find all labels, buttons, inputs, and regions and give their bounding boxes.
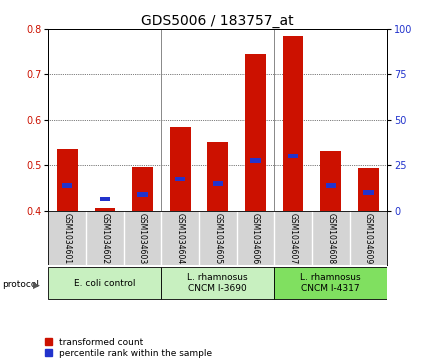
Bar: [283, 36, 304, 211]
FancyBboxPatch shape: [274, 267, 387, 299]
Legend: transformed count, percentile rank within the sample: transformed count, percentile rank withi…: [44, 337, 213, 359]
Bar: [100, 197, 110, 201]
Bar: [207, 142, 228, 211]
Text: L. rhamnosus
CNCM I-3690: L. rhamnosus CNCM I-3690: [187, 273, 248, 293]
Bar: [132, 167, 153, 211]
Bar: [245, 54, 266, 211]
Bar: [320, 151, 341, 211]
Bar: [95, 208, 115, 211]
Bar: [250, 158, 260, 163]
Text: E. coli control: E. coli control: [74, 279, 136, 287]
Text: GSM1034602: GSM1034602: [100, 213, 110, 264]
Bar: [170, 127, 191, 211]
Bar: [57, 149, 77, 211]
Text: protocol: protocol: [2, 281, 39, 289]
Bar: [213, 181, 223, 185]
Text: ▶: ▶: [33, 281, 40, 289]
Text: GSM1034606: GSM1034606: [251, 213, 260, 265]
Bar: [137, 192, 148, 197]
Bar: [175, 176, 185, 181]
FancyBboxPatch shape: [161, 267, 274, 299]
Text: GSM1034607: GSM1034607: [289, 213, 297, 265]
Bar: [358, 168, 379, 211]
Text: L. rhamnosus
CNCM I-4317: L. rhamnosus CNCM I-4317: [301, 273, 361, 293]
FancyBboxPatch shape: [48, 267, 161, 299]
Text: GSM1034605: GSM1034605: [213, 213, 222, 265]
Text: GSM1034608: GSM1034608: [326, 213, 335, 264]
Bar: [326, 183, 336, 188]
Bar: [363, 190, 374, 195]
Text: GSM1034601: GSM1034601: [63, 213, 72, 264]
Text: GSM1034604: GSM1034604: [176, 213, 185, 265]
Bar: [288, 154, 298, 158]
Text: GSM1034603: GSM1034603: [138, 213, 147, 265]
Bar: [62, 183, 73, 188]
Text: GSM1034609: GSM1034609: [364, 213, 373, 265]
Title: GDS5006 / 183757_at: GDS5006 / 183757_at: [142, 14, 294, 28]
